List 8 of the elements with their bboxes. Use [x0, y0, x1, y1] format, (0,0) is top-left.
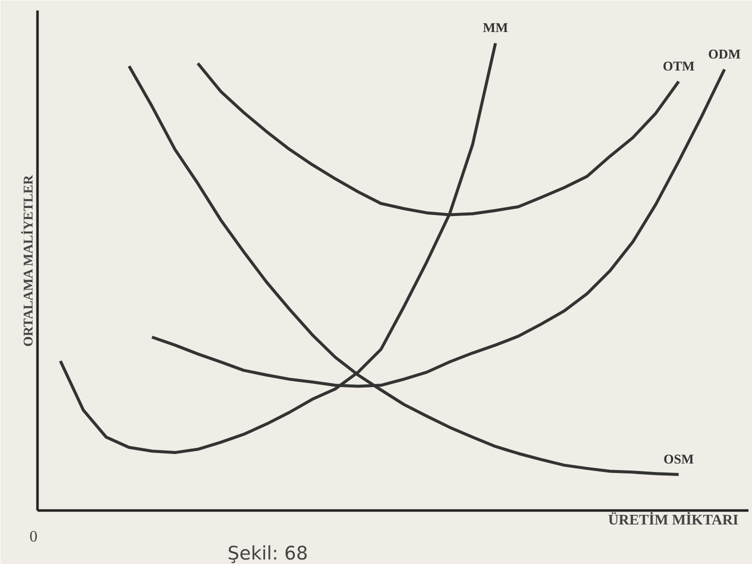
series-label: ODM [708, 46, 742, 62]
series-label: OSM [663, 452, 694, 467]
text: 0 [30, 528, 38, 546]
x-axis-title: ÜRETİM MİKTARI [608, 512, 739, 528]
series-label: MM [482, 20, 508, 36]
text: Şekil: 68 [228, 544, 308, 564]
series-label: OTM [662, 58, 695, 74]
y-axis-title: ORTALAMA MALİYETLER [20, 174, 36, 347]
